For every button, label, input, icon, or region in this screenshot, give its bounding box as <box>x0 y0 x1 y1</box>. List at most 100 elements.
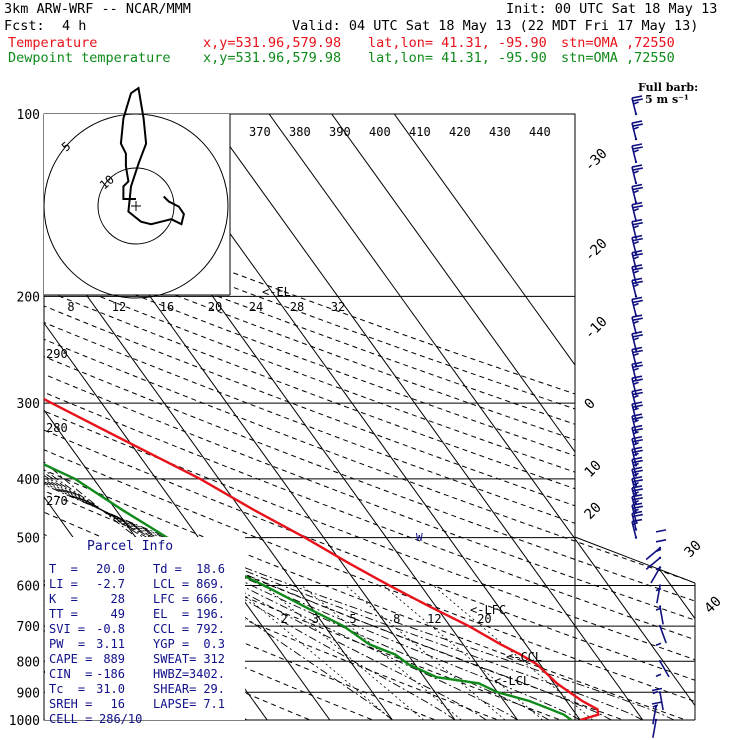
wind-barb-flag <box>633 419 639 423</box>
wind-barb-flag <box>632 334 643 338</box>
temperature-latlon: lat,lon= 41.31, -95.90 <box>368 35 547 51</box>
parcel-info-row: Tc = 31.0 SHEAR= 29. <box>49 682 245 697</box>
dewpoint-latlon: lat,lon= 41.31, -95.90 <box>368 50 547 66</box>
wind-barb-point <box>634 137 638 141</box>
parcel-info-row: PW = 3.11 YGP = 0.3 <box>49 637 245 652</box>
wind-barb-flag <box>632 416 643 420</box>
barb-legend-title: Full barb: <box>638 81 699 94</box>
pressure-label: 100 <box>17 108 40 123</box>
wind-barb-flag <box>631 435 643 440</box>
wind-barb-point <box>634 536 638 539</box>
wind-barb-point <box>654 718 658 722</box>
parcel-info-row: CELL = 286/10 <box>49 712 245 727</box>
mixing-ratio-line <box>232 585 393 720</box>
parcel-info-row: SVI = -0.8 CCL = 792. <box>49 622 245 637</box>
parcel-info-panel: Parcel Info T = 20.0 Td = 18.6 LI = -2.7 LCL =… <box>45 537 245 726</box>
wind-barb-flag <box>631 518 643 523</box>
parcel-info-cell: 196. <box>196 607 225 621</box>
wind-barb-flag <box>632 299 643 304</box>
parcel-info-cell: K = <box>49 592 78 606</box>
dewpoint-legend: Dewpoint temperature <box>8 50 171 66</box>
parcel-info-cell: 666. <box>196 592 225 606</box>
wind-barb-flag <box>631 296 643 301</box>
wind-barb-staff <box>631 299 637 316</box>
wind-barb-flag <box>632 521 639 526</box>
wind-barb-staff <box>631 166 637 184</box>
wind-barb-flag <box>631 164 643 168</box>
wind-barb-point <box>634 295 638 298</box>
isotherm-right-label: 0 <box>582 396 599 413</box>
wind-barb-flag <box>631 375 643 379</box>
parcel-info-cell: CCL = <box>153 622 190 636</box>
pressure-label: 300 <box>17 397 40 412</box>
wind-barb-flag <box>633 240 639 245</box>
wind-barb-point <box>658 546 662 550</box>
wind-barb-flag <box>655 529 667 533</box>
wind-barb-flag <box>632 204 643 209</box>
pressure-label: 900 <box>17 686 40 701</box>
wind-barb-point <box>658 660 662 663</box>
parcel-info-cell: 49 <box>110 607 125 621</box>
wind-barb-flag <box>631 249 643 254</box>
theta-left-label: 280 <box>46 421 68 435</box>
wind-barb-flag <box>633 508 639 513</box>
parcel-info-row: SREH = 16 LAPSE= 7.1 <box>49 697 245 712</box>
wind-barb-point <box>658 605 662 608</box>
wind-barb-flag <box>655 548 662 553</box>
wind-barb-staff <box>631 280 637 297</box>
parcel-info-cell: Tc = <box>49 682 86 696</box>
wind-barb-flag <box>633 149 639 153</box>
parcel-info-cell: 889 <box>103 652 125 666</box>
wind-barb-flag <box>633 101 639 105</box>
parcel-info-cell: 792. <box>196 622 225 636</box>
wind-barb-staff <box>659 660 670 678</box>
wind-barb-flag <box>631 346 643 351</box>
wind-barb-flag <box>632 479 643 483</box>
wind-barb-flag <box>631 201 643 206</box>
wind-barb-flag <box>632 167 643 171</box>
mixing-ratio-label: 5 <box>349 612 356 626</box>
wind-barb-staff <box>659 606 664 625</box>
wind-barb-flag <box>633 302 639 307</box>
wind-barb-flag <box>633 407 639 411</box>
isotherm-line <box>44 114 393 720</box>
wind-barb-flag <box>633 320 639 324</box>
wind-barb-flag <box>631 183 643 188</box>
wind-barb-flag <box>632 459 643 464</box>
parcel-info-cell: 18.6 <box>196 562 225 576</box>
wind-barb-staff <box>631 97 637 115</box>
wind-barb-flag <box>633 430 639 435</box>
wind-barb-flag <box>652 704 659 708</box>
parcel-info-cell: 7.1 <box>203 697 225 711</box>
wind-barb-staff <box>650 567 661 584</box>
dry-adiabat <box>44 114 686 720</box>
pressure-label: 400 <box>17 473 40 488</box>
wind-barb-flag <box>633 367 639 371</box>
isotherm-right-label: 40 <box>702 594 725 617</box>
wind-barb-flag <box>632 252 643 257</box>
temperature-legend: Temperature <box>8 35 98 51</box>
temperature-xy: x,y=531.96,579.98 <box>203 35 342 51</box>
forecast-label: Fcst: <box>4 18 45 34</box>
wind-barb-flag <box>633 462 639 467</box>
wind-barb-flag <box>632 427 643 432</box>
hodograph-background <box>44 114 230 295</box>
moist-adiabat <box>44 296 612 720</box>
mixing-ratio-label: 20 <box>477 612 491 626</box>
wind-barb-staff <box>631 237 637 254</box>
wind-barb-staff <box>631 403 637 421</box>
isotherm-right-label: -20 <box>582 236 611 265</box>
wind-barb-flag <box>632 280 643 285</box>
moist-adiabat <box>44 296 581 720</box>
valid-time: Valid: 04 UTC Sat 18 May 13 (22 MDT Fri … <box>292 18 699 34</box>
parcel-info-cell: 312 <box>203 652 225 666</box>
wind-barb-flag <box>632 186 643 191</box>
temperature-station: stn=OMA ,72550 <box>561 35 675 51</box>
wind-speed-label: 16 <box>160 300 174 314</box>
hodograph-ring <box>97 167 175 245</box>
wind-barb-flag <box>631 264 643 268</box>
parcel-info-row: K = 28 LFC = 666. <box>49 592 245 607</box>
wind-barb-staff <box>631 221 637 238</box>
dry-adiabat <box>44 114 695 720</box>
